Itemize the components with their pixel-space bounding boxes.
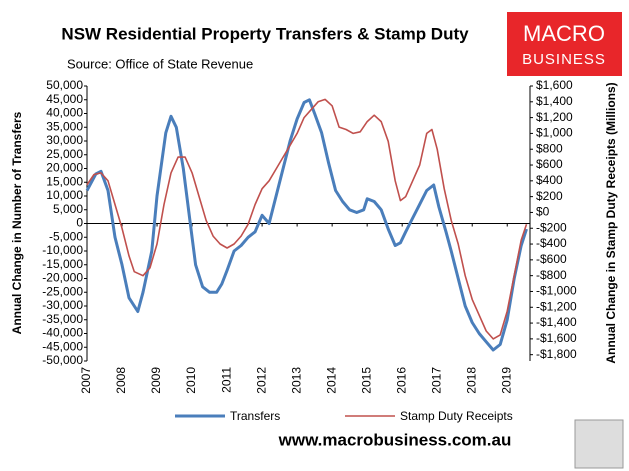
chart-title: NSW Residential Property Transfers & Sta… <box>61 24 469 43</box>
y2-tick-label: $800 <box>536 141 563 155</box>
y2-tick-label: -$800 <box>536 268 567 282</box>
legend-label: Stamp Duty Receipts <box>400 409 513 423</box>
y-tick-label: 5,000 <box>53 202 83 216</box>
y2-tick-label: -$400 <box>536 236 567 250</box>
logo-image <box>574 419 624 469</box>
y2-tick-label: $200 <box>536 189 563 203</box>
logo-box <box>507 12 622 76</box>
y-axis-label: Annual Change in Number of Transfers <box>10 111 24 334</box>
x-tick-label: 2012 <box>254 367 268 394</box>
x-tick-label: 2011 <box>219 367 233 393</box>
y2-tick-label: $0 <box>536 205 550 219</box>
x-tick-label: 2016 <box>394 367 408 394</box>
y2-tick-label: -$1,800 <box>536 347 577 361</box>
x-tick-label: 2007 <box>79 367 93 394</box>
series-line <box>85 98 528 352</box>
y2-axis-label: Annual Change in Stamp Duty Receipts (Mi… <box>604 82 618 363</box>
x-tick-label: 2008 <box>114 367 128 394</box>
y-tick-label: 0 <box>76 216 83 230</box>
y2-tick-label: $1,200 <box>536 110 573 124</box>
y-tick-label: 50,000 <box>46 78 83 92</box>
x-tick-label: 2015 <box>359 367 373 394</box>
series-line <box>86 98 528 340</box>
y-tick-label: 30,000 <box>46 133 83 147</box>
y2-tick-label: $1,000 <box>536 126 573 140</box>
y-tick-label: -35,000 <box>42 312 83 326</box>
y-tick-label: 25,000 <box>46 147 83 161</box>
y-tick-label: -50,000 <box>42 353 83 367</box>
y-tick-label: -40,000 <box>42 326 83 340</box>
y2-tick-label: -$600 <box>536 252 567 266</box>
y-tick-label: -10,000 <box>42 243 83 257</box>
legend-label: Transfers <box>230 409 280 423</box>
y-tick-label: -15,000 <box>42 257 83 271</box>
x-tick-label: 2009 <box>149 367 163 394</box>
y2-tick-label: $600 <box>536 157 563 171</box>
y-tick-label: 45,000 <box>46 92 83 106</box>
y-tick-label: 40,000 <box>46 106 83 120</box>
logo-text: BUSINESS <box>522 51 606 68</box>
y-tick-label: 15,000 <box>46 174 83 188</box>
y-tick-label: 10,000 <box>46 188 83 202</box>
chart-subtitle: Source: Office of State Revenue <box>67 56 253 71</box>
footer: www.macrobusiness.com.au <box>278 430 512 449</box>
y2-tick-label: $1,400 <box>536 94 573 108</box>
y-tick-label: -20,000 <box>42 271 83 285</box>
y2-tick-label: -$1,000 <box>536 284 577 298</box>
y-tick-label: 20,000 <box>46 161 83 175</box>
y-tick-label: -25,000 <box>42 284 83 298</box>
y2-tick-label: -$1,400 <box>536 315 577 329</box>
x-tick-label: 2013 <box>289 367 303 394</box>
x-tick-label: 2018 <box>464 367 478 394</box>
y2-tick-label: $400 <box>536 173 563 187</box>
y2-tick-label: -$1,600 <box>536 331 577 345</box>
logo-text: MACRO <box>523 21 605 46</box>
y-tick-label: 35,000 <box>46 119 83 133</box>
y2-tick-label: -$200 <box>536 220 567 234</box>
y2-tick-label: $1,600 <box>536 78 573 92</box>
y-tick-label: -5,000 <box>49 229 83 243</box>
x-tick-label: 2019 <box>499 367 513 394</box>
y-tick-label: -45,000 <box>42 339 83 353</box>
x-tick-label: 2017 <box>429 367 443 394</box>
y-tick-label: -30,000 <box>42 298 83 312</box>
x-tick-label: 2010 <box>184 367 198 394</box>
x-tick-label: 2014 <box>324 367 338 394</box>
y2-tick-label: -$1,200 <box>536 299 577 313</box>
